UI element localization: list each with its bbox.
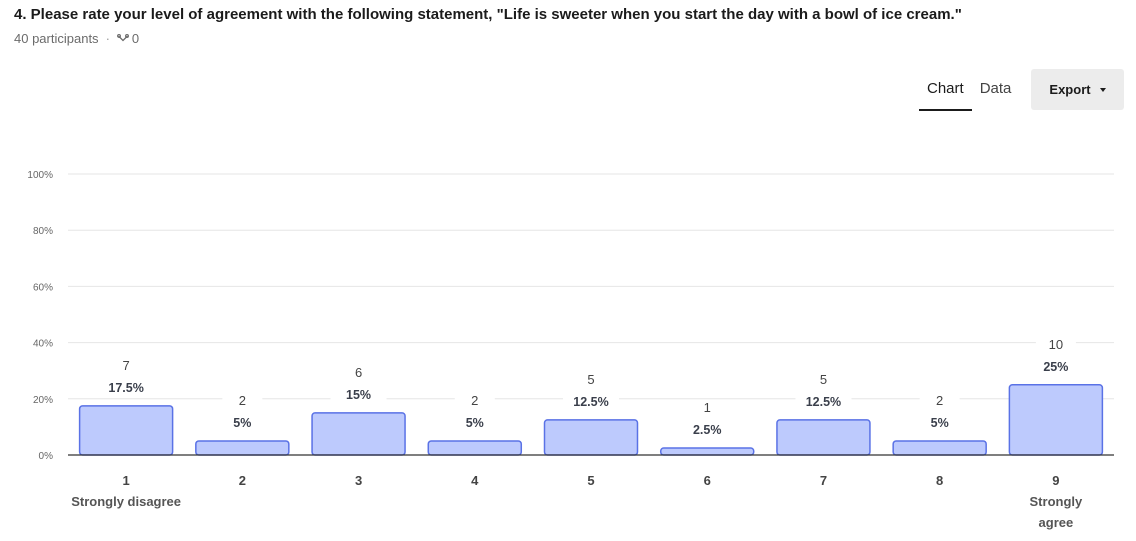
participants-count: 40 participants — [14, 31, 99, 46]
tab-data[interactable]: Data — [979, 80, 1012, 97]
label-backing — [911, 414, 968, 431]
bar — [659, 447, 755, 456]
x-tick-sublabel: agree — [1039, 515, 1074, 530]
x-tick-label: 6 — [704, 473, 711, 488]
label-backing — [222, 392, 263, 409]
skips-count: 0 — [131, 31, 140, 46]
x-tick-label: 5 — [587, 473, 594, 488]
x-tick-label: 2 — [239, 473, 246, 488]
bar — [1008, 384, 1104, 456]
percent-label: 5% — [931, 416, 949, 430]
count-label: 6 — [355, 365, 362, 380]
x-tick-label: 7 — [820, 473, 827, 488]
percent-label: 12.5% — [573, 395, 608, 409]
x-tick-label: 9 — [1052, 473, 1059, 488]
count-label: 2 — [936, 393, 943, 408]
x-tick-label: 3 — [355, 473, 362, 488]
count-label: 1 — [704, 400, 711, 415]
label-backing — [919, 392, 960, 409]
export-label: Export — [1049, 82, 1091, 97]
percent-label: 25% — [1043, 360, 1068, 374]
x-tick-label: 1 — [122, 473, 129, 488]
label-backing — [330, 386, 387, 403]
label-backing — [563, 393, 619, 410]
count-label: 10 — [1049, 337, 1063, 352]
label-backing — [98, 379, 155, 396]
tab-chart[interactable]: Chart — [919, 70, 972, 111]
question-title: 4. Please rate your level of agreement w… — [14, 6, 962, 23]
y-tick-label: 40% — [33, 339, 53, 350]
label-backing — [446, 414, 503, 431]
percent-label: 5% — [466, 416, 484, 430]
label-backing — [454, 392, 495, 409]
percent-label: 17.5% — [108, 381, 143, 395]
count-label: 7 — [122, 358, 129, 373]
label-backing — [687, 399, 728, 416]
y-tick-label: 0% — [39, 451, 54, 462]
x-tick-sublabel: Strongly disagree — [71, 494, 181, 509]
skip-arrow-icon — [116, 33, 129, 41]
bar — [311, 412, 406, 456]
percent-label: 5% — [233, 416, 251, 430]
label-backing — [795, 393, 852, 410]
label-backing — [803, 371, 844, 388]
export-button[interactable]: Export — [1031, 69, 1124, 110]
x-tick-label: 4 — [471, 473, 479, 488]
label-backing — [214, 414, 271, 431]
bar — [427, 440, 523, 456]
y-tick-label: 60% — [33, 282, 53, 293]
x-tick-sublabel: Strongly — [1030, 494, 1083, 509]
count-label: 2 — [471, 393, 478, 408]
count-label: 5 — [587, 372, 594, 387]
label-backing — [338, 364, 379, 381]
count-label: 2 — [239, 393, 246, 408]
count-label: 5 — [820, 372, 827, 387]
view-tabs: Chart Data — [919, 70, 1019, 111]
bar — [892, 440, 987, 456]
label-backing — [1035, 336, 1076, 353]
percent-label: 2.5% — [693, 423, 722, 437]
question-meta: 40 participants · 0 — [14, 31, 139, 46]
y-tick-label: 20% — [33, 395, 53, 406]
y-tick-label: 80% — [33, 226, 53, 237]
bar — [78, 405, 174, 456]
caret-down-icon — [1099, 87, 1106, 92]
label-backing — [679, 421, 736, 438]
x-tick-label: 8 — [936, 473, 943, 488]
bar — [195, 440, 290, 456]
label-backing — [1027, 358, 1084, 375]
percent-label: 15% — [346, 388, 371, 402]
label-backing — [571, 371, 611, 388]
separator-dot: · — [105, 31, 110, 46]
y-tick-label: 100% — [27, 170, 53, 181]
label-backing — [106, 357, 147, 374]
bar — [776, 419, 871, 456]
percent-label: 12.5% — [806, 395, 841, 409]
bar — [543, 419, 639, 456]
